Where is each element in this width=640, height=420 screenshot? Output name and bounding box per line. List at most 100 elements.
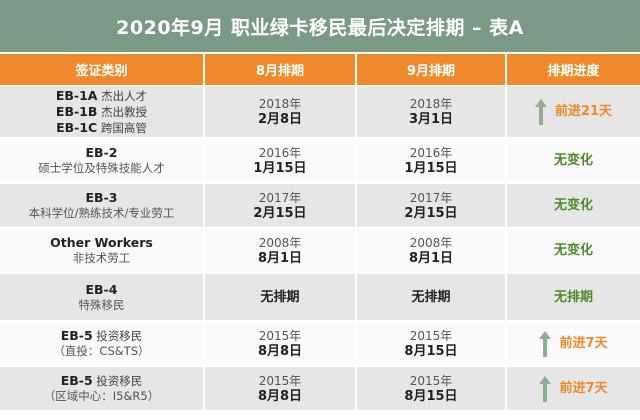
- category-detail: （直投：CS&TS）: [53, 344, 150, 358]
- category-desc: 跨国高管: [100, 120, 147, 135]
- category-code: EB-4: [85, 281, 118, 297]
- table-body: EB-1A 杰出人才 EB-1B 杰出教授 EB-1C 跨国高管 2018年 2…: [0, 86, 640, 412]
- progress-text: 前进7天: [559, 336, 608, 351]
- september-cell: 2018年 3月1日: [357, 86, 507, 137]
- table-row: EB-2 硕士学位及特殊技能人才 2016年 1月15日 2016年 1月15日…: [0, 139, 640, 184]
- august-date: 8月1日: [257, 250, 303, 266]
- august-year: 2017年: [258, 190, 302, 205]
- header-august: 8月排期: [205, 54, 357, 85]
- progress-text: 无变化: [553, 243, 593, 258]
- august-cell: 2018年 2月8日: [205, 86, 357, 137]
- category-line: EB-5 投资移民: [61, 373, 143, 389]
- category-line: Other Workers: [50, 235, 153, 251]
- progress-cell: 前进21天: [507, 86, 640, 137]
- august-date: 2月8日: [257, 111, 303, 127]
- category-cell: Other Workers 非技术劳工: [0, 229, 205, 272]
- september-year: 2015年: [409, 328, 453, 343]
- progress-text: 无变化: [553, 198, 593, 213]
- september-cell: 2015年 8月15日: [357, 322, 507, 365]
- august-cell: 2016年 1月15日: [205, 139, 357, 182]
- august-year: 2008年: [258, 235, 302, 250]
- august-year: 2016年: [258, 145, 302, 160]
- category-cell: EB-5 投资移民 （区域中心：I5&R5）: [0, 367, 205, 410]
- august-year: 2015年: [258, 328, 302, 343]
- september-date: 8月15日: [404, 388, 458, 404]
- september-cell: 2008年 8月1日: [357, 229, 507, 272]
- august-cell: 2015年 8月8日: [205, 367, 357, 410]
- category-cell: EB-4 特殊移民: [0, 274, 205, 320]
- september-cell: 2015年 8月15日: [357, 367, 507, 410]
- progress-text: 前进21天: [554, 104, 613, 119]
- september-cell: 2016年 1月15日: [357, 139, 507, 182]
- august-year: 2018年: [258, 96, 302, 111]
- category-line: EB-1A 杰出人才: [56, 88, 147, 104]
- category-cell: EB-1A 杰出人才 EB-1B 杰出教授 EB-1C 跨国高管: [0, 86, 205, 137]
- category-code: EB-5: [60, 328, 93, 343]
- category-line: EB-1B 杰出教授: [56, 104, 147, 120]
- september-no-date: 无排期: [411, 289, 451, 305]
- category-code: EB-5: [60, 373, 93, 388]
- september-date: 1月15日: [404, 160, 458, 176]
- september-date: 3月1日: [408, 111, 454, 127]
- progress-cell: 无变化: [507, 184, 640, 227]
- table-row: Other Workers 非技术劳工 2008年 8月1日 2008年 8月1…: [0, 229, 640, 274]
- september-year: 2008年: [409, 235, 453, 250]
- header-progress: 排期进度: [507, 54, 640, 85]
- category-desc: 特殊移民: [78, 297, 125, 312]
- august-cell: 2017年 2月15日: [205, 184, 357, 227]
- progress-cell: 无排期: [507, 274, 640, 320]
- category-desc: 投资移民: [96, 329, 143, 343]
- category-desc: 杰出人才: [101, 88, 148, 103]
- august-cell: 2008年 8月1日: [205, 229, 357, 272]
- table-row: EB-4 特殊移民 无排期 无排期 无排期: [0, 274, 640, 322]
- category-desc: 非技术劳工: [72, 251, 131, 265]
- category-code: EB-2: [85, 145, 118, 160]
- august-cell: 2015年 8月8日: [205, 322, 357, 365]
- up-arrow-icon: [539, 330, 552, 357]
- progress-cell: 前进7天: [507, 367, 640, 410]
- category-line: EB-3: [86, 190, 118, 206]
- august-date: 8月8日: [257, 343, 303, 359]
- september-year: 2015年: [409, 373, 453, 388]
- progress-text: 无排期: [553, 289, 593, 305]
- category-desc: 投资移民: [96, 374, 143, 388]
- september-date: 8月15日: [404, 343, 458, 359]
- august-no-date: 无排期: [260, 289, 300, 305]
- progress-text: 前进7天: [559, 381, 608, 396]
- category-desc: 本科学位/熟练技术/专业劳工: [28, 206, 175, 220]
- september-cell: 无排期: [357, 274, 507, 320]
- category-code: Other Workers: [50, 235, 153, 250]
- september-date: 2月15日: [404, 205, 458, 221]
- title-bar: 2020年9月 职业绿卡移民最后决定排期 – 表A: [0, 0, 640, 52]
- category-desc: 硕士学位及特殊技能人才: [38, 161, 165, 175]
- category-code: EB-3: [85, 190, 118, 205]
- progress-cell: 前进7天: [507, 322, 640, 365]
- august-date: 1月15日: [253, 160, 307, 176]
- september-year: 2016年: [409, 145, 453, 160]
- up-arrow-icon: [534, 98, 547, 125]
- category-line: EB-4: [86, 282, 118, 298]
- page-title: 2020年9月 职业绿卡移民最后决定排期 – 表A: [116, 16, 524, 39]
- september-date: 8月1日: [408, 250, 454, 266]
- august-date: 8月8日: [257, 388, 303, 404]
- category-code: EB-1C: [56, 119, 98, 135]
- august-year: 2015年: [258, 373, 302, 388]
- august-date: 2月15日: [253, 205, 307, 221]
- progress-cell: 无变化: [507, 139, 640, 182]
- august-cell: 无排期: [205, 274, 357, 320]
- table-row: EB-5 投资移民 （直投：CS&TS） 2015年 8月8日 2015年 8月…: [0, 322, 640, 367]
- category-detail: （区域中心：I5&R5）: [43, 389, 160, 403]
- september-year: 2017年: [409, 190, 453, 205]
- category-line: EB-2: [86, 145, 118, 161]
- table-header: 签证类别 8月排期 9月排期 排期进度: [0, 54, 640, 85]
- progress-cell: 无变化: [507, 229, 640, 272]
- table-row: EB-3 本科学位/熟练技术/专业劳工 2017年 2月15日 2017年 2月…: [0, 184, 640, 229]
- category-cell: EB-2 硕士学位及特殊技能人才: [0, 139, 205, 182]
- category-cell: EB-5 投资移民 （直投：CS&TS）: [0, 322, 205, 365]
- category-desc: 杰出教授: [101, 104, 148, 119]
- table-row: EB-5 投资移民 （区域中心：I5&R5） 2015年 8月8日 2015年 …: [0, 367, 640, 412]
- category-code: EB-1A: [55, 87, 98, 103]
- september-year: 2018年: [409, 96, 453, 111]
- category-code: EB-1B: [55, 103, 98, 119]
- category-cell: EB-3 本科学位/熟练技术/专业劳工: [0, 184, 205, 227]
